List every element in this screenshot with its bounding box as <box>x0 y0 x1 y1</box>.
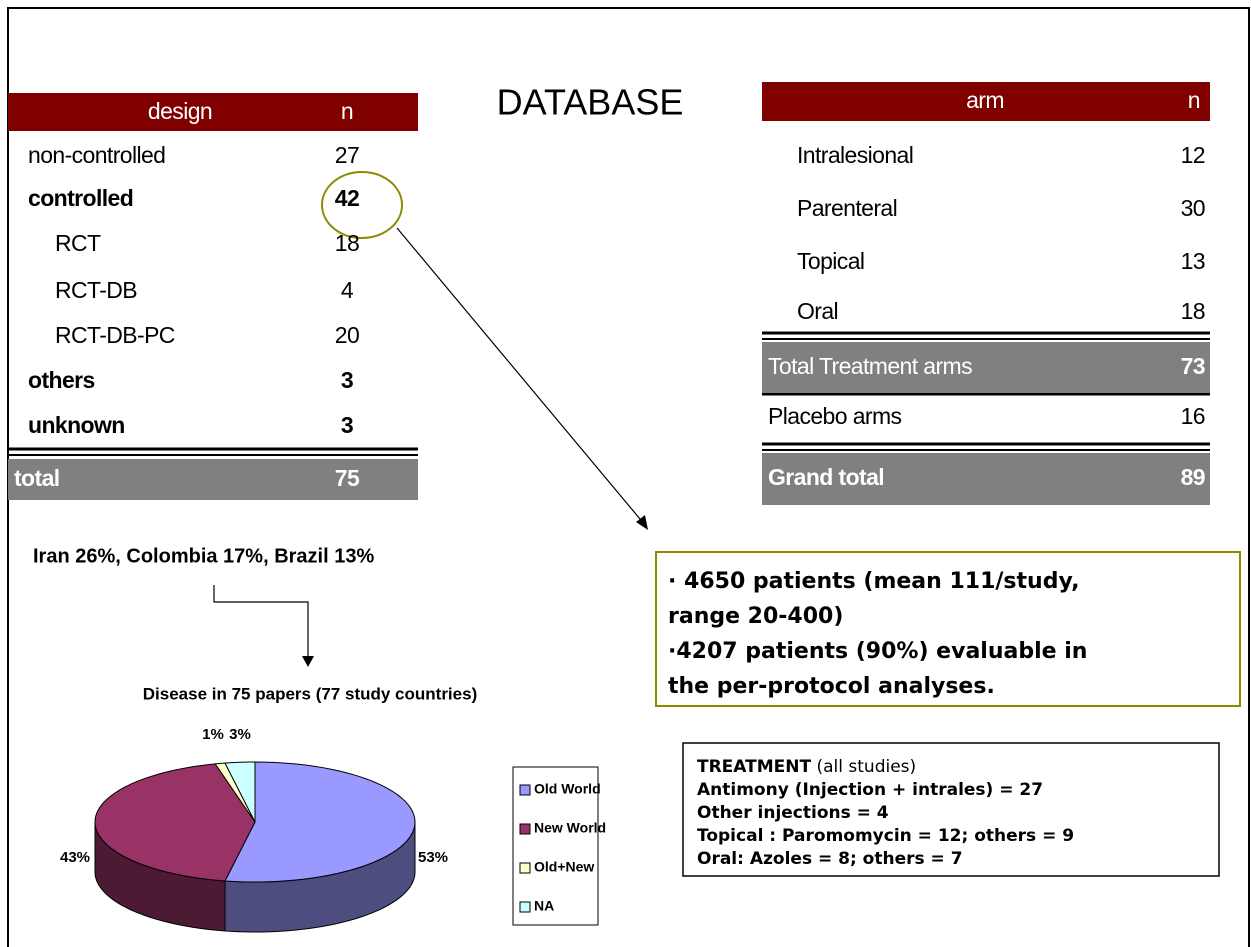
row-value: 75 <box>335 465 360 491</box>
row-value: 3 <box>341 367 353 393</box>
patients-line: range 20-400) <box>668 604 843 629</box>
header-cell: arm <box>966 87 1004 113</box>
patients-line: · 4650 patients (mean 111/study, <box>668 569 1079 594</box>
treatment-line: Topical : Paromomycin = 12; others = 9 <box>697 826 1074 846</box>
treatment-title: TREATMENT <box>697 757 811 777</box>
data-label: 53% <box>418 849 448 866</box>
row-label: Topical <box>797 248 864 274</box>
countries: Iran 26%, Colombia 17%, Brazil 13% <box>33 545 374 567</box>
patients-line: ·4207 patients (90%) evaluable in <box>668 639 1087 664</box>
row-label: Oral <box>797 298 838 324</box>
row-value: 18 <box>335 230 359 256</box>
data-label: 1% <box>202 726 224 743</box>
row-label: Total Treatment arms <box>768 353 972 379</box>
row-value: 12 <box>1181 142 1205 168</box>
table-header <box>762 82 1210 121</box>
row-label: Intralesional <box>797 142 913 168</box>
legend-label: Old+New <box>534 859 594 875</box>
treatment-line: Antimony (Injection + intrales) = 27 <box>697 780 1043 800</box>
pie-slice <box>224 761 416 883</box>
treatment-line: Other injections = 4 <box>697 803 889 823</box>
header-cell: n <box>341 98 353 124</box>
row-value: 20 <box>335 322 359 348</box>
connector <box>213 585 309 658</box>
header-cell: n <box>1188 87 1200 113</box>
row-value: 30 <box>1181 195 1205 221</box>
row-label: RCT-DB <box>55 277 137 303</box>
treatment-heading: TREATMENT (all studies) <box>697 757 916 777</box>
row-label: Parenteral <box>797 195 897 221</box>
data-label: 3% <box>229 726 251 743</box>
legend-label: NA <box>534 898 554 914</box>
highlight-ellipse <box>321 171 403 239</box>
row-value: 27 <box>335 142 359 168</box>
legend-label: Old World <box>534 781 601 797</box>
slide-title: DATABASE <box>497 82 684 123</box>
arrow-head <box>636 515 648 530</box>
row-label: controlled <box>28 185 133 211</box>
row-label: total <box>14 465 60 491</box>
arrow-head <box>302 656 314 667</box>
chart-title: Disease in 75 papers (77 study countries… <box>143 684 477 703</box>
arrow <box>396 227 646 526</box>
row-value: 42 <box>335 185 359 211</box>
row-value: 16 <box>1181 403 1205 429</box>
row-label: others <box>28 367 95 393</box>
legend-label: New World <box>534 820 606 836</box>
header-cell: design <box>148 98 212 124</box>
treatment-box <box>682 742 1220 877</box>
row-value: 18 <box>1181 298 1205 324</box>
pie-slice <box>94 763 256 882</box>
row-value: 3 <box>341 412 353 438</box>
row-value: 89 <box>1181 464 1205 490</box>
total-row <box>762 342 1210 392</box>
row-value: 13 <box>1181 248 1205 274</box>
row-value: 73 <box>1181 353 1205 379</box>
row-label: non-controlled <box>28 142 165 168</box>
patients-box <box>655 551 1241 707</box>
patients-line: the per-protocol analyses. <box>668 674 995 699</box>
legend-swatch <box>519 862 531 874</box>
treatment-note: (all studies) <box>817 757 917 777</box>
data-label: 43% <box>60 849 90 866</box>
row-label: RCT-DB-PC <box>55 322 175 348</box>
legend-swatch <box>519 901 531 913</box>
total-row <box>762 453 1210 505</box>
row-label: Placebo arms <box>768 403 902 429</box>
table-header <box>8 93 418 131</box>
legend-swatch <box>519 784 531 796</box>
pie-slice <box>214 762 256 823</box>
legend-swatch <box>519 823 531 835</box>
row-label: unknown <box>28 412 125 438</box>
total-row <box>8 459 418 500</box>
row-value: 4 <box>341 277 354 303</box>
treatment-line: Oral: Azoles = 8; others = 7 <box>697 849 963 869</box>
row-label: Grand total <box>768 464 884 490</box>
row-label: RCT <box>55 230 101 256</box>
pie-slice <box>224 761 256 823</box>
